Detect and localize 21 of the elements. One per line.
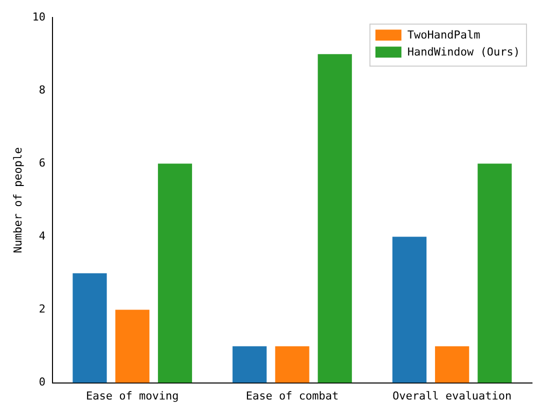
legend-label: TwoHandPalm xyxy=(407,28,481,42)
bar xyxy=(435,346,470,383)
bar xyxy=(232,346,267,383)
x-tick-label: Overall evaluation xyxy=(392,389,512,402)
bar xyxy=(392,236,426,383)
bar xyxy=(478,164,512,383)
x-tick-label: Ease of moving xyxy=(86,389,179,402)
y-tick-label: 10 xyxy=(32,10,46,24)
y-tick-label: 0 xyxy=(38,376,46,389)
bar xyxy=(275,346,310,383)
bar xyxy=(115,310,150,383)
x-tick-label: Ease of combat xyxy=(246,389,339,402)
y-tick-label: 8 xyxy=(38,84,46,96)
y-tick-label: 6 xyxy=(38,156,46,170)
y-tick-label: 4 xyxy=(38,230,46,243)
y-tick-label: 2 xyxy=(38,302,46,316)
bar xyxy=(72,273,107,383)
legend-label: HandWindow (Ours) xyxy=(407,45,520,58)
y-axis-title: Number of people xyxy=(11,147,24,254)
bar xyxy=(158,164,192,383)
bar xyxy=(318,54,352,383)
